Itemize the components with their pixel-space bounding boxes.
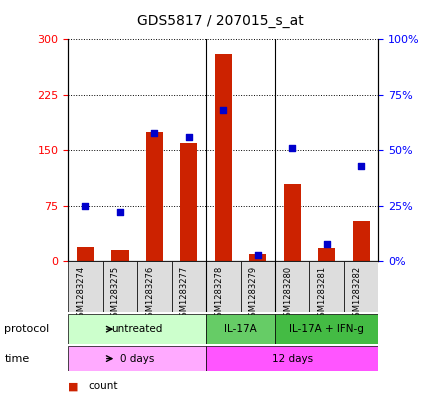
Text: IL-17A + IFN-g: IL-17A + IFN-g: [289, 324, 364, 334]
Bar: [275, 314, 378, 344]
Point: [116, 209, 123, 216]
Text: GDS5817 / 207015_s_at: GDS5817 / 207015_s_at: [137, 14, 303, 28]
Bar: [146, 132, 163, 261]
Text: GSM1283280: GSM1283280: [283, 265, 292, 321]
Point: [289, 145, 296, 151]
Text: GSM1283276: GSM1283276: [145, 265, 154, 322]
Bar: [275, 261, 309, 312]
Text: GSM1283282: GSM1283282: [352, 265, 361, 321]
Point: [254, 252, 261, 258]
Text: ■: ■: [68, 381, 79, 391]
Point: [82, 203, 89, 209]
Text: GSM1283279: GSM1283279: [249, 265, 258, 321]
Bar: [206, 261, 241, 312]
Bar: [215, 54, 232, 261]
Bar: [352, 220, 370, 261]
Text: GSM1283278: GSM1283278: [214, 265, 223, 322]
Bar: [68, 314, 206, 344]
Point: [323, 241, 330, 247]
Text: 12 days: 12 days: [271, 354, 313, 364]
Bar: [206, 314, 275, 344]
Point: [185, 134, 192, 140]
Bar: [284, 184, 301, 261]
Bar: [68, 261, 103, 312]
Bar: [111, 250, 128, 261]
Text: 0 days: 0 days: [120, 354, 154, 364]
Bar: [172, 261, 206, 312]
Bar: [180, 143, 198, 261]
Text: GSM1283275: GSM1283275: [111, 265, 120, 321]
Bar: [206, 346, 378, 371]
Bar: [309, 261, 344, 312]
Text: protocol: protocol: [4, 324, 50, 334]
Text: GSM1283281: GSM1283281: [318, 265, 326, 321]
Bar: [137, 261, 172, 312]
Bar: [77, 246, 94, 261]
Text: GSM1283277: GSM1283277: [180, 265, 189, 322]
Text: GSM1283274: GSM1283274: [77, 265, 85, 321]
Bar: [318, 248, 335, 261]
Point: [151, 129, 158, 136]
Bar: [103, 261, 137, 312]
Text: count: count: [88, 381, 117, 391]
Bar: [344, 261, 378, 312]
Text: time: time: [4, 354, 29, 364]
Point: [220, 107, 227, 114]
Bar: [241, 261, 275, 312]
Bar: [249, 254, 266, 261]
Bar: [68, 346, 206, 371]
Text: IL-17A: IL-17A: [224, 324, 257, 334]
Point: [358, 163, 365, 169]
Text: untreated: untreated: [111, 324, 163, 334]
